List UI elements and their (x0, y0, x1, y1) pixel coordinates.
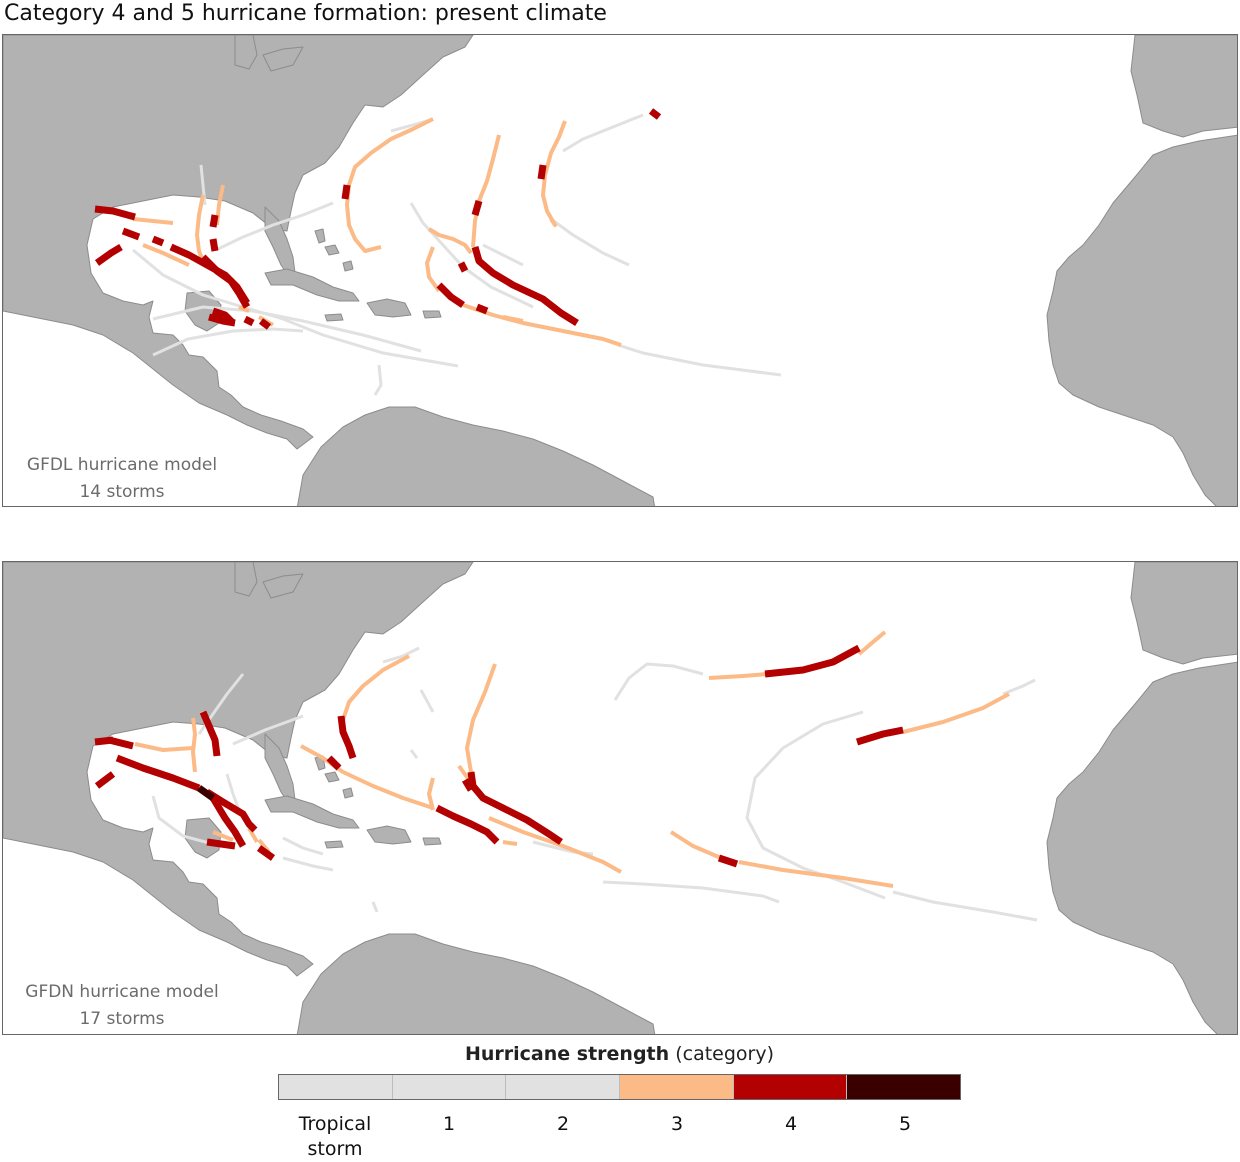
jamaica-land (324, 840, 344, 849)
legend-swatch-cat5 (846, 1075, 961, 1099)
model-name: GFDL hurricane model (26, 455, 218, 475)
cat3-segments (134, 630, 1010, 888)
legend-title-rest: (category) (669, 1043, 775, 1065)
legend-title: Hurricane strength (category) (278, 1043, 961, 1065)
cat3-segments (132, 117, 622, 347)
cat5-segments (196, 785, 216, 801)
nova-scotia-land (262, 573, 304, 599)
weak-storm-segments (132, 113, 782, 396)
legend-label-cat1: 1 (442, 1113, 456, 1135)
jamaica-land (324, 313, 344, 322)
map-panel-gfdn: GFDN hurricane model 17 storms (2, 561, 1238, 1035)
nova-scotia-land (262, 46, 304, 72)
panel-caption-gfdl: GFDL hurricane model 14 storms (7, 452, 237, 506)
puerto-rico-land (422, 310, 442, 319)
newfoundland-land (234, 35, 258, 70)
legend-title-bold: Hurricane strength (464, 1043, 670, 1065)
storm-tracks-gfdl (94, 108, 782, 396)
africa-land (1046, 134, 1237, 506)
bahamas-land (314, 755, 354, 799)
africa-land (1046, 661, 1237, 1034)
atlantic-map (3, 35, 1237, 506)
storm-count: 17 storms (79, 1009, 165, 1029)
north-america-land (3, 35, 474, 450)
south-america-land (296, 933, 656, 1034)
iberia-land (1130, 35, 1237, 138)
legend-swatch-cat2 (505, 1075, 620, 1099)
legend-label-cat5: 5 (898, 1113, 912, 1135)
hispaniola-land (366, 298, 412, 318)
legend-color-bar (278, 1074, 961, 1100)
legend-swatch-tropical-storm (279, 1075, 392, 1099)
panel-caption-gfdn: GFDN hurricane model 17 storms (7, 979, 237, 1033)
cat4-segments (94, 644, 904, 868)
storm-tracks-gfdn (94, 630, 1038, 922)
page-title: Category 4 and 5 hurricane formation: pr… (4, 1, 607, 26)
legend-swatch-cat3 (619, 1075, 733, 1099)
north-america-land (3, 562, 474, 977)
legend-label-cat4: 4 (784, 1113, 798, 1135)
legend-label-cat2: 2 (556, 1113, 570, 1135)
hispaniola-land (366, 825, 412, 845)
yucatan-land (184, 817, 222, 859)
south-america-land (297, 406, 656, 506)
iberia-land (1130, 562, 1237, 665)
landmasses (3, 562, 1237, 1034)
model-name: GFDN hurricane model (25, 982, 219, 1002)
atlantic-map (3, 562, 1237, 1034)
cuba-land (264, 268, 360, 302)
legend-swatch-cat1 (391, 1075, 506, 1099)
bahamas-land (314, 228, 354, 272)
map-panel-gfdl: GFDL hurricane model 14 storms (2, 34, 1238, 507)
puerto-rico-land (422, 837, 442, 846)
legend-label-tropical-storm: Tropical storm (298, 1113, 372, 1160)
legend-swatch-cat4 (732, 1075, 847, 1099)
landmasses (3, 35, 1237, 506)
cuba-land (264, 795, 360, 829)
storm-count: 14 storms (79, 482, 165, 502)
newfoundland-land (234, 562, 258, 597)
legend-label-cat3: 3 (670, 1113, 684, 1135)
cat4-segments (94, 108, 662, 330)
